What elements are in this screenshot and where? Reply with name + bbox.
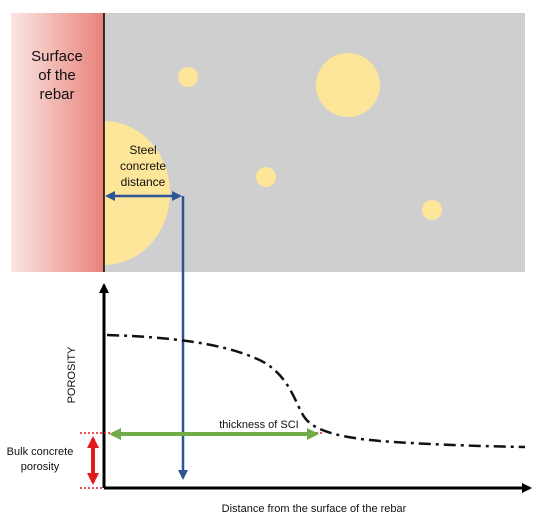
surface-label-2: of the xyxy=(38,67,76,84)
bulk-label-2: porosity xyxy=(21,461,60,473)
y-axis-label: POROSITY xyxy=(66,346,78,404)
surface-label-3: rebar xyxy=(39,86,74,103)
sci-thickness-label: thickness of SCI xyxy=(219,419,298,431)
surface-label-1: Surface xyxy=(31,48,83,65)
concrete-background xyxy=(104,13,525,272)
porosity-plot: POROSITY Distance from the surface of th… xyxy=(7,283,532,515)
steel-label-1: Steel xyxy=(129,143,156,157)
aggregate-small-3 xyxy=(422,200,442,220)
bulk-label-1: Bulk concrete xyxy=(7,446,74,458)
concrete-section xyxy=(104,13,525,272)
aggregate-large xyxy=(316,53,380,117)
aggregate-small-2 xyxy=(256,167,276,187)
steel-label-3: distance xyxy=(121,175,166,189)
aggregate-small-1 xyxy=(178,67,198,87)
porosity-curve xyxy=(106,333,526,449)
x-axis-label: Distance from the surface of the rebar xyxy=(222,503,407,515)
rebar-surface: Surface of the rebar xyxy=(11,13,105,272)
steel-label-2: concrete xyxy=(120,159,166,173)
rebar-region xyxy=(11,13,104,272)
